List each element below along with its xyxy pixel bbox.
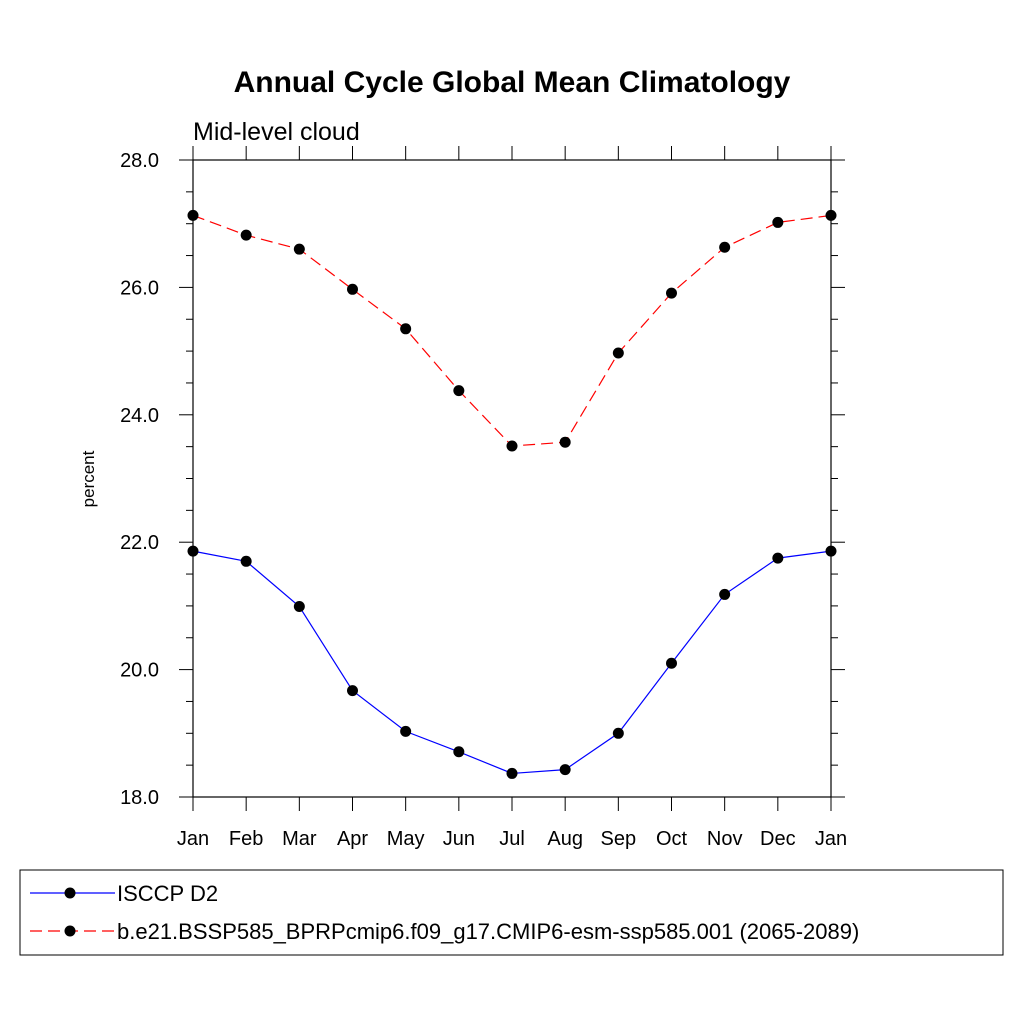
y-tick-label: 28.0	[120, 150, 159, 172]
x-tick-label: Sep	[601, 828, 637, 850]
data-point	[612, 727, 624, 739]
x-tick-label: Jan	[177, 828, 209, 850]
data-point	[400, 323, 412, 335]
data-point	[506, 767, 518, 779]
y-tick-label: 22.0	[120, 532, 159, 554]
data-point	[400, 725, 412, 737]
legend-label-1: b.e21.BSSP585_BPRPcmip6.f09_g17.CMIP6-es…	[117, 919, 859, 944]
chart-title: Annual Cycle Global Mean Climatology	[234, 66, 791, 99]
y-tick-label: 24.0	[120, 405, 159, 427]
data-point	[719, 588, 731, 600]
data-point	[825, 545, 837, 557]
data-point	[240, 555, 252, 567]
data-point	[187, 545, 199, 557]
x-tick-label: Apr	[337, 828, 368, 850]
x-tick-label: Dec	[760, 828, 796, 850]
y-tick-label: 20.0	[120, 660, 159, 682]
y-tick-label: 18.0	[120, 787, 159, 809]
x-tick-label: Jan	[815, 828, 847, 850]
series-layer	[187, 209, 837, 779]
x-tick-label: Jun	[443, 828, 475, 850]
y-axis-label: percent	[79, 450, 98, 507]
chart-subtitle: Mid-level cloud	[193, 118, 360, 146]
data-point	[772, 216, 784, 228]
data-point	[293, 243, 305, 255]
data-point	[506, 440, 518, 452]
legend-label-0: ISCCP D2	[117, 881, 218, 906]
data-point	[666, 657, 677, 669]
data-point	[347, 283, 358, 295]
x-tick-label: Feb	[229, 828, 263, 850]
x-tick-label: May	[387, 828, 425, 850]
x-tick-label: Aug	[547, 828, 583, 850]
x-tick-label: Nov	[707, 828, 743, 850]
data-point	[240, 229, 252, 241]
data-point	[612, 347, 624, 359]
data-point	[187, 209, 199, 221]
data-point	[559, 436, 571, 448]
data-point	[453, 746, 465, 758]
axis-ticks: Jan Feb Mar Apr May Jun Jul Aug Sep Oct Nov Dec Jan 1…	[120, 146, 847, 850]
data-point	[719, 241, 731, 253]
data-point	[347, 685, 358, 697]
data-point	[666, 287, 677, 299]
x-tick-label: Oct	[656, 828, 688, 850]
legend-marker-1	[64, 925, 76, 937]
series-line-1	[192, 214, 832, 447]
plot-frame	[192, 159, 832, 798]
series-line-0	[192, 550, 832, 775]
legend: ISCCP D2 b.e21.BSSP585_BPRPcmip6.f09_g17.…	[30, 881, 859, 944]
y-tick-label: 26.0	[120, 277, 159, 299]
x-tick-label: Jul	[499, 828, 525, 850]
legend-marker-0	[64, 887, 76, 899]
x-tick-label: Mar	[282, 828, 317, 850]
legend-box	[19, 869, 1004, 956]
data-point	[772, 552, 784, 564]
data-point	[559, 764, 571, 776]
data-point	[825, 209, 837, 221]
data-point	[453, 385, 465, 397]
data-point	[293, 601, 305, 613]
